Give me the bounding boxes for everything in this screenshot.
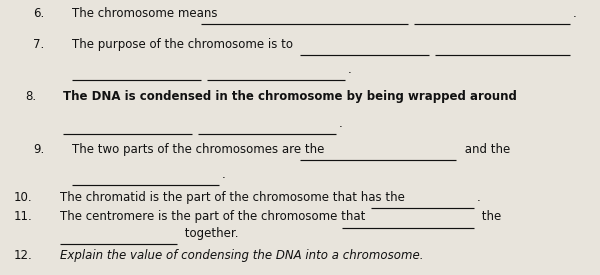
Text: together.: together. <box>181 227 239 240</box>
Text: The purpose of the chromosome is to: The purpose of the chromosome is to <box>72 38 297 51</box>
Text: 8.: 8. <box>25 90 37 103</box>
Text: and the: and the <box>461 143 510 156</box>
Text: The DNA is condensed in the chromosome by being wrapped around: The DNA is condensed in the chromosome b… <box>63 90 517 103</box>
Text: .: . <box>573 7 577 20</box>
Text: 7.: 7. <box>33 38 44 51</box>
Text: 10.: 10. <box>13 191 32 204</box>
Text: Explain the value of condensing the DNA into a chromosome.: Explain the value of condensing the DNA … <box>60 249 424 262</box>
Text: The chromatid is the part of the chromosome that has the: The chromatid is the part of the chromos… <box>60 191 409 204</box>
Text: The chromosome means: The chromosome means <box>72 7 221 20</box>
Text: the: the <box>478 210 502 224</box>
Text: .: . <box>348 63 352 76</box>
Text: 9.: 9. <box>33 143 44 156</box>
Text: The two parts of the chromosomes are the: The two parts of the chromosomes are the <box>72 143 328 156</box>
Text: .: . <box>222 168 226 181</box>
Text: .: . <box>477 191 481 204</box>
Text: 12.: 12. <box>13 249 32 262</box>
Text: The centromere is the part of the chromosome that: The centromere is the part of the chromo… <box>60 210 369 224</box>
Text: 11.: 11. <box>13 210 32 224</box>
Text: 6.: 6. <box>33 7 44 20</box>
Text: .: . <box>339 117 343 130</box>
